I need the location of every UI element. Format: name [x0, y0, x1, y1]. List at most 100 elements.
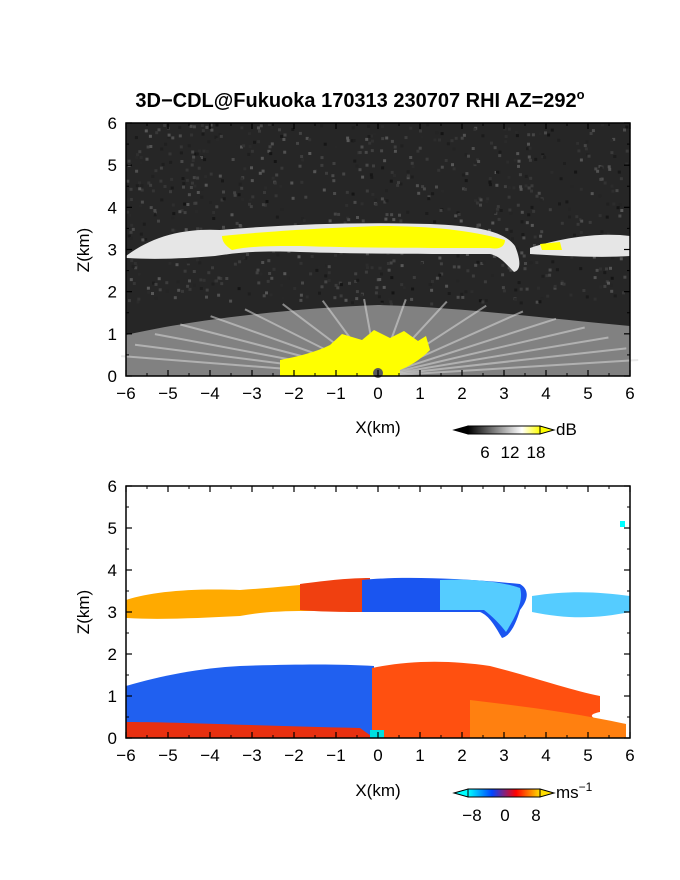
x-tick-label: 4: [541, 384, 550, 403]
noise-speck: [445, 284, 449, 288]
noise-speck: [201, 132, 205, 136]
noise-speck: [257, 140, 261, 144]
noise-speck: [393, 149, 397, 153]
noise-speck: [609, 266, 612, 270]
noise-speck: [146, 286, 150, 290]
noise-speck: [616, 206, 620, 210]
noise-speck: [625, 162, 629, 166]
colorbar-unit: ms−1: [556, 780, 593, 802]
colorbar-low-arrow: [452, 425, 469, 435]
noise-speck: [157, 128, 161, 132]
noise-speck: [165, 289, 169, 293]
noise-speck: [138, 150, 142, 154]
y-tick-label: 4: [108, 561, 117, 580]
noise-speck: [523, 267, 527, 271]
noise-speck: [440, 165, 444, 169]
noise-speck: [353, 200, 357, 204]
noise-speck: [390, 213, 394, 217]
noise-speck: [606, 202, 610, 206]
noise-speck: [136, 300, 140, 304]
noise-speck: [138, 187, 142, 191]
noise-speck: [135, 169, 139, 173]
noise-speck: [516, 247, 519, 251]
noise-speck: [525, 221, 529, 225]
noise-speck: [509, 211, 513, 215]
noise-speck: [127, 198, 131, 202]
noise-speck: [332, 162, 336, 165]
noise-speck: [182, 185, 185, 189]
noise-speck: [137, 272, 141, 276]
noise-speck: [526, 147, 529, 151]
noise-speck: [199, 227, 203, 231]
y-tick-label: 2: [108, 283, 117, 302]
noise-speck: [478, 299, 482, 303]
noise-speck: [475, 158, 479, 162]
noise-speck: [527, 133, 531, 137]
noise-speck: [605, 215, 609, 219]
noise-speck: [599, 166, 603, 170]
noise-speck: [531, 133, 535, 137]
velocity-y-axis-label: Z(km): [74, 590, 93, 634]
noise-speck: [243, 167, 247, 171]
noise-speck: [560, 282, 564, 286]
noise-speck: [140, 188, 144, 192]
noise-speck: [189, 186, 193, 189]
noise-speck: [184, 228, 188, 232]
beam-ray: [377, 336, 609, 377]
noise-speck: [496, 205, 500, 209]
noise-speck: [191, 150, 195, 154]
noise-speck: [418, 146, 422, 150]
noise-speck: [327, 279, 331, 282]
noise-speck: [397, 181, 400, 185]
noise-speck: [200, 124, 204, 127]
beam-ray: [377, 359, 639, 377]
noise-speck: [483, 280, 487, 284]
noise-speck: [392, 218, 396, 222]
noise-speck: [613, 294, 617, 298]
noise-speck: [299, 293, 303, 297]
noise-speck: [557, 138, 561, 142]
velocity-site-marker: [370, 730, 384, 738]
noise-speck: [205, 125, 209, 129]
noise-speck: [583, 144, 587, 148]
colorbar-tick-label: 6: [480, 443, 489, 462]
noise-speck: [257, 281, 261, 285]
noise-speck: [380, 302, 384, 306]
noise-speck: [325, 171, 328, 175]
noise-speck: [378, 278, 382, 281]
noise-speck: [308, 138, 312, 142]
noise-speck: [622, 291, 625, 295]
noise-speck: [258, 171, 262, 175]
noise-speck: [579, 267, 583, 271]
noise-speck: [620, 209, 624, 212]
noise-speck: [447, 292, 451, 295]
noise-speck: [509, 268, 513, 272]
noise-speck: [499, 209, 503, 212]
y-tick-label: 2: [108, 645, 117, 664]
noise-speck: [358, 168, 362, 172]
noise-speck: [599, 267, 602, 271]
noise-speck: [355, 164, 359, 168]
noise-speck: [619, 177, 623, 181]
noise-speck: [495, 183, 499, 187]
noise-speck: [507, 175, 511, 179]
noise-speck: [181, 289, 184, 293]
noise-speck: [559, 177, 563, 181]
noise-speck: [197, 166, 201, 170]
noise-speck: [196, 227, 200, 231]
noise-speck: [182, 182, 186, 186]
noise-speck: [297, 255, 301, 259]
colorbar-tick-label: 12: [501, 443, 520, 462]
noise-speck: [490, 141, 493, 145]
noise-speck: [151, 174, 155, 178]
noise-speck: [503, 127, 507, 131]
noise-speck: [595, 268, 599, 272]
noise-speck: [551, 260, 555, 264]
noise-speck: [215, 205, 219, 209]
noise-speck: [473, 161, 477, 165]
noise-speck: [478, 196, 482, 200]
noise-speck: [433, 220, 437, 224]
noise-speck: [474, 263, 478, 267]
y-tick-label: 1: [108, 687, 117, 706]
